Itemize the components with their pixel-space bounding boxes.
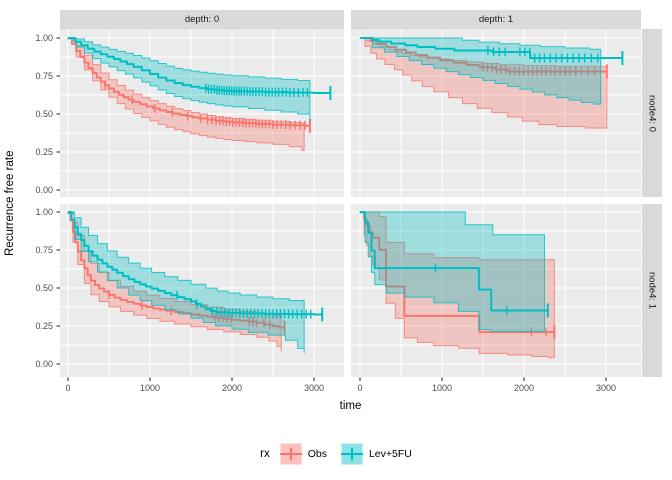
y-tick-label: 0.25 bbox=[35, 146, 53, 157]
facet-strip-node4-1: node4: 1 bbox=[642, 204, 662, 377]
survival-step-line bbox=[360, 37, 623, 60]
x-tick-label: 2000 bbox=[221, 383, 243, 393]
confidence-ribbon bbox=[359, 37, 602, 105]
x-axis-title: time bbox=[339, 400, 362, 412]
series-obs bbox=[67, 37, 311, 151]
facet-strip-depth-1: depth: 1 bbox=[351, 10, 641, 29]
y-tick-label: 0.00 bbox=[35, 184, 53, 195]
y-tick-label: 1.00 bbox=[35, 32, 53, 43]
facet-strip-label: depth: 1 bbox=[478, 14, 514, 25]
facet-strip-label: depth: 0 bbox=[184, 14, 220, 25]
survival-step-line bbox=[68, 211, 285, 329]
panel-depth0-node40 bbox=[60, 29, 344, 197]
y-tick-label: 0.75 bbox=[35, 70, 53, 81]
gridlines bbox=[60, 29, 344, 197]
facet-plot-surface bbox=[60, 204, 344, 377]
legend-item-label: Lev+5FU bbox=[368, 448, 412, 460]
y-tick-label: 0.50 bbox=[35, 108, 53, 119]
confidence-ribbon bbox=[67, 211, 305, 354]
legend-key-swatch bbox=[340, 443, 363, 465]
legend-item-label: Obs bbox=[307, 448, 327, 460]
x-tick-label: 0 bbox=[65, 383, 71, 393]
survival-step-line bbox=[360, 211, 548, 312]
facet-strip-label: node4: 0 bbox=[646, 94, 658, 132]
y-axis-title: Recurrence free rate bbox=[4, 150, 16, 256]
x-tick-label: 1000 bbox=[431, 383, 453, 393]
panel-depth1-node40 bbox=[351, 29, 641, 197]
y-tick-label: 0.50 bbox=[35, 282, 53, 293]
series-lev-5fu bbox=[67, 211, 324, 354]
legend-title: rx bbox=[260, 448, 270, 460]
x-tick-label: 1000 bbox=[139, 383, 161, 393]
confidence-ribbon bbox=[359, 211, 555, 359]
y-tick-label: 1.00 bbox=[35, 206, 53, 217]
x-tick-label: 0 bbox=[357, 383, 363, 393]
y-tick-label: 0.00 bbox=[35, 358, 53, 369]
series-lev-5fu bbox=[67, 37, 332, 122]
survival-step-line bbox=[360, 211, 555, 334]
gridlines bbox=[60, 204, 344, 377]
panel-depth0-node41 bbox=[60, 204, 344, 377]
confidence-ribbon bbox=[67, 37, 311, 122]
x-tick-label: 3000 bbox=[303, 383, 325, 393]
legend-items: Obs Lev+5FU bbox=[279, 443, 412, 465]
facet-plot-surface bbox=[351, 204, 641, 377]
legend: rx Obs Lev+5FU bbox=[0, 437, 672, 471]
x-tick-label: 2000 bbox=[513, 383, 535, 393]
series-obs bbox=[359, 211, 556, 359]
legend-key-swatch bbox=[279, 443, 302, 465]
x-tick-label: 3000 bbox=[595, 383, 617, 393]
y-tick-label: 0.75 bbox=[35, 244, 53, 255]
series-lev-5fu bbox=[359, 37, 624, 105]
y-tick-label: 0.25 bbox=[35, 320, 53, 331]
gridlines bbox=[351, 29, 641, 197]
facet-plot-surface bbox=[351, 29, 641, 197]
series-lev-5fu bbox=[359, 211, 549, 332]
facet-strip-label: node4: 1 bbox=[646, 272, 658, 309]
legend-item-lev-5fu: Lev+5FU bbox=[340, 443, 412, 465]
panel-depth1-node41 bbox=[351, 204, 641, 377]
survival-step-line bbox=[68, 37, 310, 127]
facet-strip-depth-0: depth: 0 bbox=[60, 10, 344, 29]
facet-strip-node4-0: node4: 0 bbox=[642, 29, 662, 197]
confidence-ribbon bbox=[359, 211, 545, 332]
facet-plot-surface bbox=[60, 29, 344, 197]
legend-item-obs: Obs bbox=[279, 443, 327, 465]
